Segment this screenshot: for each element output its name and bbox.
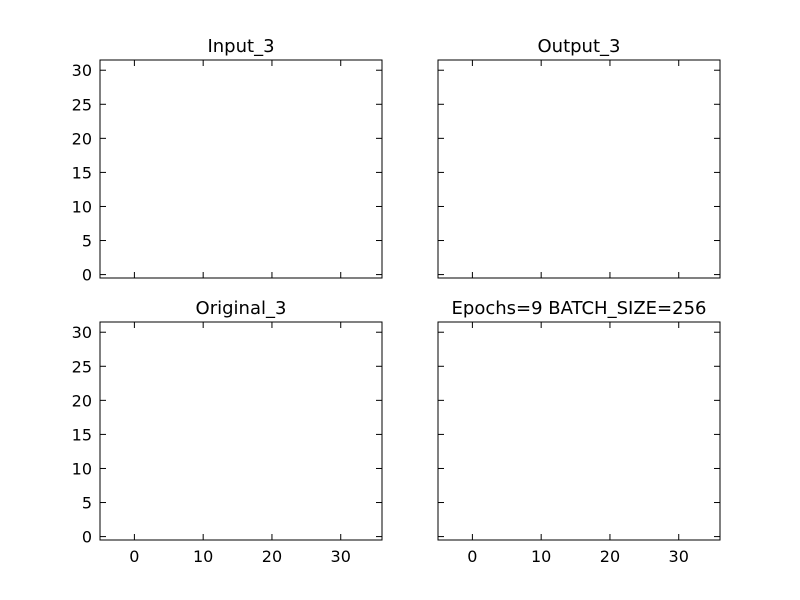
x-tick-label: 10 xyxy=(531,547,551,566)
axes-frame xyxy=(437,321,721,541)
x-tick-label: 0 xyxy=(129,547,139,566)
y-tick-label: 20 xyxy=(72,391,92,410)
subplot-1: 0 5 10 15 20 25 30 Input_3 xyxy=(72,36,383,285)
axes-frame xyxy=(99,321,383,541)
x-tick-label: 30 xyxy=(669,547,689,566)
y-tick-label: 25 xyxy=(72,357,92,376)
y-tick-label: 5 xyxy=(82,494,92,513)
axes-background xyxy=(438,322,720,540)
y-tick-label: 15 xyxy=(72,425,92,444)
y-tick-label: 30 xyxy=(72,61,92,80)
y-tick-label: 0 xyxy=(82,266,92,285)
x-tick-label: 20 xyxy=(600,547,620,566)
x-tick-label: 0 xyxy=(467,547,477,566)
y-tick-label: 20 xyxy=(72,129,92,148)
axes-background xyxy=(100,60,382,278)
subplot-2: Output_3 xyxy=(437,36,721,279)
plot-area xyxy=(438,60,720,278)
y-tick-label: 30 xyxy=(72,323,92,342)
y-tick-label: 5 xyxy=(82,232,92,251)
x-tick-label: 30 xyxy=(331,547,351,566)
subplot-title: Original_3 xyxy=(196,298,287,319)
x-tick-label: 20 xyxy=(262,547,282,566)
axes-frame xyxy=(99,59,383,279)
plot-area xyxy=(100,322,382,540)
subplot-title: Input_3 xyxy=(207,36,274,57)
plot-area xyxy=(438,322,720,540)
y-tick-label: 25 xyxy=(72,95,92,114)
subplot-title: Output_3 xyxy=(538,36,621,57)
y-tick-label: 15 xyxy=(72,163,92,182)
axes-background xyxy=(100,322,382,540)
axes-background xyxy=(438,60,720,278)
y-tick-label: 10 xyxy=(72,459,92,478)
subplot-3: 0 10 20 30 0 5 10 15 20 25 30 Original_3 xyxy=(72,298,383,566)
plot-area xyxy=(100,60,382,278)
y-tick-label: 10 xyxy=(72,197,92,216)
x-tick-label: 10 xyxy=(193,547,213,566)
subplot-4: 0 10 20 30 Epochs=9 BATCH_SIZE=256 xyxy=(437,298,721,566)
axes-frame xyxy=(437,59,721,279)
y-tick-label: 0 xyxy=(82,528,92,547)
subplot-title: Epochs=9 BATCH_SIZE=256 xyxy=(452,298,707,319)
